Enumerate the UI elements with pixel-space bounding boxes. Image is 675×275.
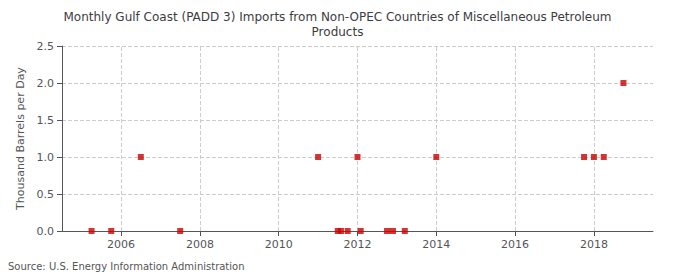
svg-text:Products: Products (312, 25, 364, 39)
svg-text:1.0: 1.0 (37, 151, 55, 164)
svg-text:2006: 2006 (107, 238, 135, 251)
svg-text:2.0: 2.0 (37, 77, 55, 90)
svg-text:2.5: 2.5 (37, 40, 55, 53)
svg-text:0.0: 0.0 (37, 225, 55, 238)
svg-text:Source: U.S. Energy Informatio: Source: U.S. Energy Information Administ… (8, 261, 245, 272)
svg-text:Monthly Gulf Coast (PADD 3) Im: Monthly Gulf Coast (PADD 3) Imports from… (63, 10, 611, 24)
svg-text:2010: 2010 (265, 238, 293, 251)
svg-text:2012: 2012 (344, 238, 372, 251)
svg-text:2008: 2008 (186, 238, 214, 251)
svg-text:2016: 2016 (501, 238, 529, 251)
svg-text:2014: 2014 (422, 238, 450, 251)
svg-text:0.5: 0.5 (37, 188, 55, 201)
svg-text:2018: 2018 (580, 238, 608, 251)
svg-text:1.5: 1.5 (37, 114, 55, 127)
svg-text:Thousand Barrels per Day: Thousand Barrels per Day (14, 67, 27, 211)
